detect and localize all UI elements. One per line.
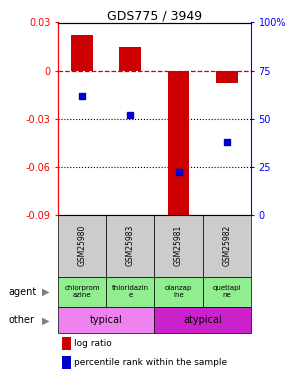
Bar <box>203 215 251 276</box>
Text: chlorprom
azine: chlorprom azine <box>64 285 100 298</box>
Text: GSM25982: GSM25982 <box>222 225 231 266</box>
Point <box>224 139 229 145</box>
Bar <box>203 276 251 308</box>
Bar <box>58 276 106 308</box>
Point <box>80 93 84 99</box>
Bar <box>58 308 155 333</box>
Title: GDS775 / 3949: GDS775 / 3949 <box>107 9 202 22</box>
Bar <box>168 70 189 223</box>
Bar <box>155 215 203 276</box>
Bar <box>58 215 106 276</box>
Point <box>176 170 181 176</box>
Point <box>128 112 133 118</box>
Text: GSM25981: GSM25981 <box>174 225 183 266</box>
Text: GSM25980: GSM25980 <box>78 225 87 266</box>
Bar <box>62 337 72 351</box>
Text: log ratio: log ratio <box>75 339 112 348</box>
Text: percentile rank within the sample: percentile rank within the sample <box>75 358 228 367</box>
Text: typical: typical <box>90 315 123 326</box>
Bar <box>119 46 141 70</box>
Text: quetiapi
ne: quetiapi ne <box>213 285 241 298</box>
Bar <box>155 308 251 333</box>
Bar <box>71 35 93 70</box>
Text: olanzap
ine: olanzap ine <box>165 285 192 298</box>
Text: atypical: atypical <box>183 315 222 326</box>
Text: GSM25983: GSM25983 <box>126 225 135 266</box>
Text: other: other <box>9 315 35 326</box>
Bar <box>155 276 203 308</box>
Bar <box>106 276 155 308</box>
Text: agent: agent <box>9 287 37 297</box>
Text: ▶: ▶ <box>42 315 50 326</box>
Bar <box>62 356 72 369</box>
Bar <box>106 215 155 276</box>
Text: thioridazin
e: thioridazin e <box>112 285 149 298</box>
Bar <box>216 70 238 83</box>
Text: ▶: ▶ <box>42 287 50 297</box>
